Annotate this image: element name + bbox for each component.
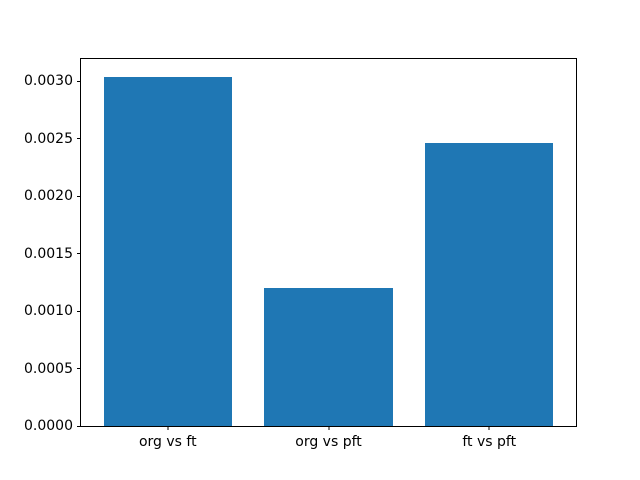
y-tick: 0.0000 (24, 419, 81, 433)
bar-org-vs-pft (264, 288, 393, 426)
x-tick-mark (488, 426, 490, 430)
y-tick-label: 0.0030 (24, 73, 73, 90)
x-tick-label-org-vs-pft: org vs pft (295, 434, 362, 450)
x-tick-mark (167, 426, 169, 430)
y-tick: 0.0005 (24, 362, 81, 376)
y-tick-label: 0.0020 (24, 188, 73, 205)
y-tick: 0.0010 (24, 304, 81, 318)
y-tick-label: 0.0015 (24, 245, 73, 262)
x-tick-label-ft-vs-pft: ft vs pft (462, 434, 517, 450)
x-tick-label-org-vs-ft: org vs ft (138, 434, 197, 450)
bar-ft-vs-pft (424, 143, 554, 426)
y-tick: 0.0030 (24, 74, 81, 88)
y-tick-mark (77, 195, 81, 197)
y-tick-mark (77, 310, 81, 312)
y-tick-mark (77, 80, 81, 82)
y-tick-label: 0.0025 (24, 130, 73, 147)
y-tick-label: 0.0005 (24, 360, 73, 377)
y-tick-label: 0.0000 (24, 418, 73, 434)
y-tick-mark (77, 138, 81, 140)
y-tick-mark (77, 368, 81, 370)
bar-org-vs-ft (103, 76, 233, 426)
y-tick: 0.0015 (24, 247, 81, 261)
y-tick: 0.0020 (24, 189, 81, 203)
y-tick: 0.0025 (24, 132, 81, 146)
x-tick-mark (328, 426, 329, 430)
y-tick-label: 0.0010 (24, 303, 73, 320)
y-tick-mark (77, 253, 81, 255)
plot-area: org vs ft org vs pft ft vs pft 0.0000 0.0005… (24, 58, 577, 450)
y-tick-mark (77, 425, 81, 427)
